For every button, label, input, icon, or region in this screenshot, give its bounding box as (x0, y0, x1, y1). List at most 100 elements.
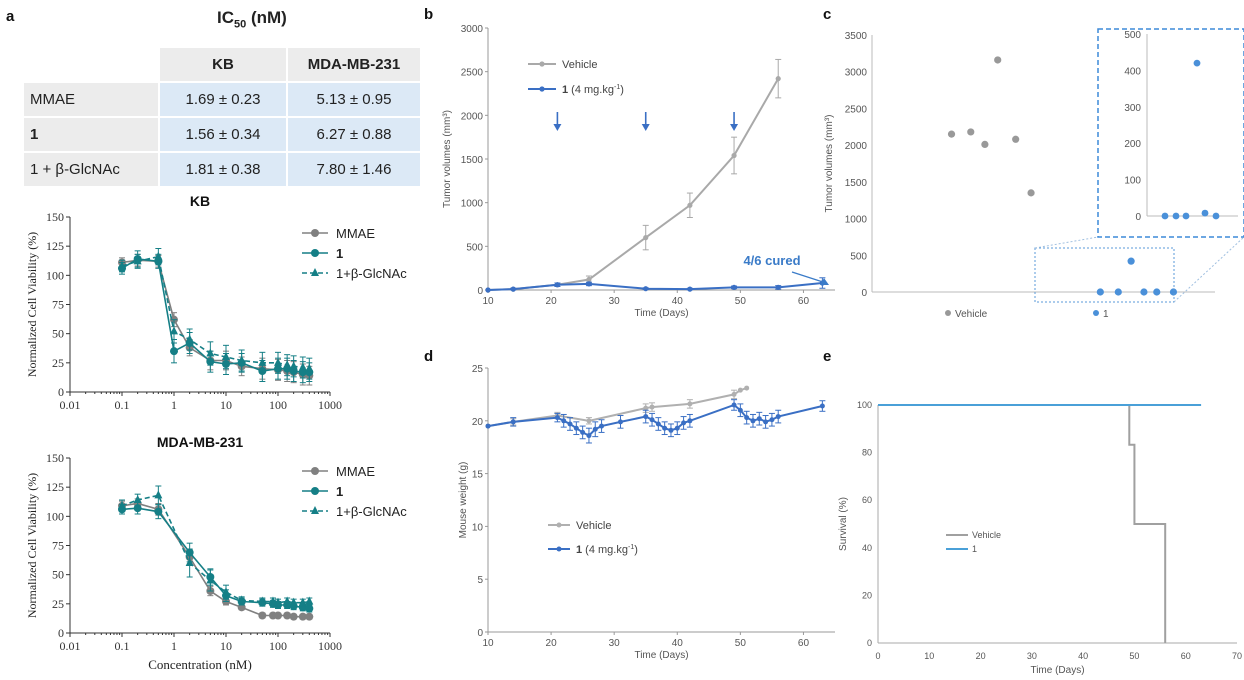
data-point (643, 405, 649, 411)
cured-arrow-head (820, 278, 829, 285)
data-point (599, 423, 605, 429)
data-point (274, 611, 282, 620)
ic50-row-label: MMAE (24, 83, 158, 116)
y-tick-label: 1000 (845, 215, 868, 226)
data-point (289, 361, 298, 370)
data-point (649, 404, 655, 410)
data-point (154, 251, 163, 260)
inset-data-point (1212, 212, 1220, 220)
ic50-cell: 1.56 ± 0.34 (160, 118, 286, 151)
data-point (737, 387, 743, 393)
panel-letter-e: e (823, 348, 832, 365)
data-point (643, 414, 649, 420)
x-tick-label: 100 (269, 398, 287, 412)
series-line (121, 255, 310, 370)
x-tick-label: 60 (1181, 651, 1191, 661)
data-point (1153, 288, 1161, 296)
data-point (655, 421, 661, 427)
legend-label: 1+β-GlcNAc (336, 266, 407, 281)
x-tick-label: 0 (875, 651, 880, 661)
panel-letter-b: b (424, 6, 434, 23)
chart-title: KB (190, 193, 210, 209)
data-point (586, 433, 592, 439)
series-line (487, 387, 747, 428)
y-tick-label: 100 (857, 400, 872, 410)
x-tick-label: 30 (1027, 651, 1037, 661)
data-point (298, 362, 307, 371)
data-point (1027, 189, 1035, 197)
data-point (258, 596, 267, 605)
data-point (744, 385, 750, 391)
cured-annotation: 4/6 cured (743, 253, 800, 268)
data-point (283, 611, 292, 620)
data-point (311, 506, 319, 514)
y-tick-label: 1000 (461, 199, 484, 210)
y-tick-label: 40 (862, 543, 872, 553)
data-point (485, 287, 491, 293)
y-tick-label: 1500 (845, 178, 868, 189)
data-point (687, 401, 693, 407)
data-point (185, 558, 194, 566)
legend-marker (1093, 310, 1099, 316)
data-point (775, 414, 781, 420)
y-tick-label: 25 (52, 597, 64, 611)
data-point (769, 417, 775, 423)
data-point (756, 416, 762, 422)
ic50-cell: 6.27 ± 0.88 (288, 118, 420, 151)
y-axis-label: Survival (%) (838, 497, 849, 551)
data-point (662, 425, 668, 431)
data-point (510, 286, 516, 292)
data-point (154, 507, 163, 516)
y-tick-label: 25 (52, 356, 64, 370)
data-point (1096, 288, 1104, 296)
data-point (133, 495, 142, 503)
legend-marker (945, 310, 951, 316)
ic50-cell: 7.80 ± 1.46 (288, 153, 420, 186)
data-point (1114, 288, 1122, 296)
data-point (298, 597, 307, 606)
panel-letter-a: a (6, 8, 15, 25)
series-line (121, 507, 310, 610)
x-tick-label: 100 (269, 639, 287, 653)
y-tick-label: 20 (472, 417, 484, 428)
y-tick-label: 2000 (461, 111, 484, 122)
y-tick-label: 1500 (461, 155, 484, 166)
zoom-connector (1034, 236, 1099, 249)
data-point (556, 546, 562, 552)
data-point (561, 418, 567, 424)
legend-label: Vehicle (972, 530, 1001, 540)
x-tick-label: 1 (171, 398, 177, 412)
data-point (289, 597, 298, 606)
x-tick-label: 50 (735, 638, 747, 649)
data-point (154, 490, 163, 499)
inset-y-tick-label: 300 (1124, 103, 1141, 114)
legend-label: 1 (4 mg.kg-1) (562, 84, 624, 96)
data-point (118, 500, 126, 509)
data-point (1012, 135, 1020, 143)
legend-label: 1+β-GlcNAc (336, 504, 407, 519)
data-point (1140, 288, 1148, 296)
y-tick-label: 2500 (461, 68, 484, 79)
data-point (133, 256, 142, 265)
ic50-col-header: KB (160, 48, 286, 81)
x-tick-label: 0.1 (115, 639, 130, 653)
data-point (775, 284, 781, 290)
series-line (121, 502, 310, 618)
x-tick-label: 40 (1078, 651, 1088, 661)
series-line (487, 403, 823, 437)
data-point (170, 326, 178, 335)
inset-frame (1097, 28, 1244, 238)
y-tick-label: 3500 (845, 31, 868, 42)
data-point (967, 128, 975, 136)
ic50-table: KB MDA-MB-231 MMAE 1.69 ± 0.23 5.13 ± 0.… (22, 46, 422, 188)
legend-label: 1 (972, 544, 977, 554)
data-point (687, 286, 693, 292)
x-tick-label: 20 (546, 638, 558, 649)
dose-arrow-head (641, 124, 650, 131)
data-point (274, 597, 282, 606)
x-tick-label: 60 (798, 296, 810, 307)
y-axis-label: Mouse weight (g) (458, 462, 469, 539)
legend-label: 1 (336, 484, 343, 499)
x-tick-label: 60 (798, 638, 810, 649)
